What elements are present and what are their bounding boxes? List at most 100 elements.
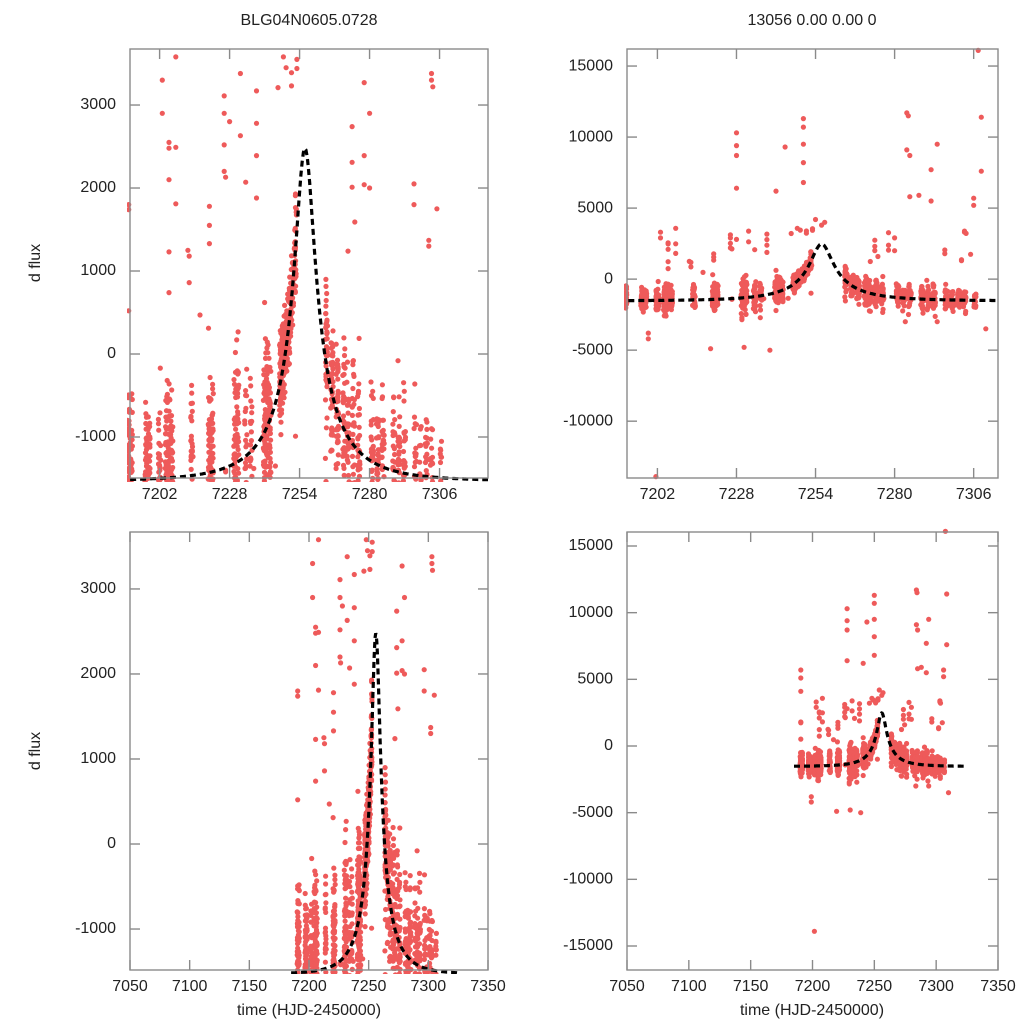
data-point [295, 797, 301, 803]
data-point [243, 444, 249, 450]
data-point [407, 959, 413, 965]
data-point [741, 344, 747, 350]
data-point [340, 462, 347, 468]
data-point [428, 724, 434, 731]
data-point [210, 476, 216, 482]
data-point [349, 124, 355, 130]
data-point [292, 245, 298, 251]
data-point [168, 418, 174, 424]
data-point [209, 438, 215, 444]
data-point [803, 230, 810, 236]
data-point [324, 415, 330, 421]
x-tick-label: 7300 [411, 978, 447, 995]
plot-frame [129, 531, 489, 971]
data-point [248, 429, 254, 435]
data-point [875, 253, 881, 260]
data-point [773, 307, 779, 314]
data-point [323, 909, 329, 916]
y-tick-label: 2000 [80, 179, 116, 196]
data-point [812, 216, 819, 223]
data-point [396, 451, 402, 457]
data-point [186, 253, 192, 259]
data-point [313, 948, 319, 954]
data-point [304, 964, 310, 970]
data-point [146, 458, 152, 464]
data-point [392, 980, 397, 985]
model-curve [130, 144, 488, 482]
data-point [324, 290, 330, 297]
data-point [323, 297, 329, 304]
x-tick-label: 7050 [112, 978, 148, 995]
data-point [358, 929, 364, 935]
data-point [346, 483, 351, 488]
data-point [880, 273, 886, 280]
data-point [362, 898, 369, 904]
plot-frame [626, 48, 999, 479]
data-point [349, 949, 355, 955]
data-point [945, 288, 951, 294]
data-point [932, 313, 938, 319]
data-point [358, 859, 364, 865]
data-point [438, 454, 445, 460]
data-point [129, 485, 134, 490]
y-tick-label: 1000 [80, 262, 116, 279]
data-point [349, 921, 355, 927]
data-point [302, 890, 308, 897]
data-point [417, 920, 423, 927]
data-point [431, 692, 437, 698]
data-point [364, 548, 371, 554]
data-point [296, 973, 301, 974]
data-point [356, 381, 362, 387]
data-point [394, 670, 400, 676]
y-tick-label: 3000 [80, 96, 116, 113]
data-point [304, 945, 310, 952]
data-point [733, 143, 740, 149]
data-point [267, 364, 273, 370]
data-point [657, 229, 664, 235]
data-point [653, 307, 659, 313]
data-point [130, 481, 134, 482]
data-point [322, 959, 328, 965]
data-point [263, 376, 270, 382]
data-point [894, 283, 900, 289]
data-point [403, 485, 408, 490]
data-point [264, 436, 270, 442]
data-point [428, 70, 435, 77]
data-point [322, 455, 328, 461]
y-tick-label: 1000 [80, 750, 116, 767]
data-point [421, 667, 427, 673]
data-point [350, 464, 356, 470]
data-point [905, 113, 911, 119]
y-tick-label: -5000 [572, 341, 613, 358]
data-point [322, 397, 329, 403]
data-point [856, 284, 862, 290]
data-point [412, 450, 418, 456]
data-point [919, 305, 925, 311]
data-point [351, 681, 357, 687]
data-point [351, 605, 357, 611]
data-point [892, 248, 898, 254]
panel-bottom-right: 7050 7100 7150 7200 7250 7300 7350-15000-10000… [563, 528, 1016, 995]
data-point [412, 970, 418, 974]
data-point [788, 230, 794, 237]
data-point [330, 350, 336, 356]
data-point [355, 788, 361, 794]
data-point [385, 817, 391, 823]
data-point [334, 357, 341, 363]
data-point [221, 93, 227, 99]
data-point [333, 361, 339, 367]
data-point [402, 460, 408, 466]
data-point [347, 665, 353, 671]
data-point [343, 981, 348, 986]
data-point [126, 484, 131, 489]
data-point [340, 398, 346, 405]
data-point [416, 870, 423, 877]
x-tick-label: 7250 [351, 978, 387, 995]
data-point [313, 872, 319, 878]
data-point [168, 437, 174, 443]
y-tick-label: -1000 [75, 428, 116, 445]
data-point [971, 195, 977, 201]
data-point [385, 939, 391, 946]
data-point [278, 432, 284, 438]
data-point [741, 303, 747, 309]
